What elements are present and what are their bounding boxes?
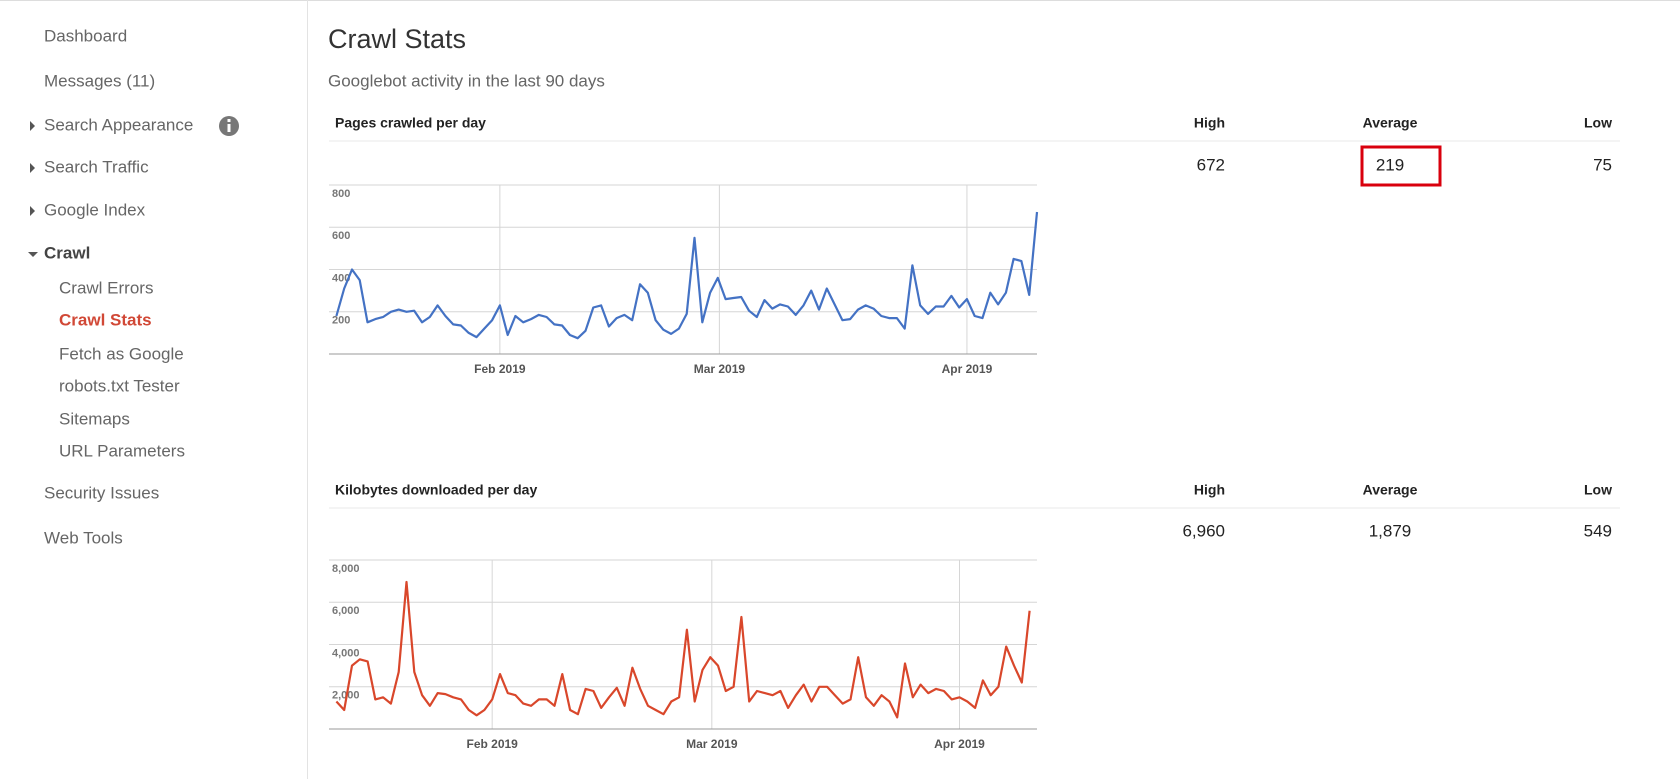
stat-value: 672: [1197, 155, 1225, 174]
nav-item[interactable]: Security Issues: [44, 483, 159, 502]
page-title: Crawl Stats: [328, 24, 466, 54]
page-subtitle: Googlebot activity in the last 90 days: [328, 71, 605, 90]
x-tick-label: Mar 2019: [686, 737, 738, 751]
nav-item[interactable]: Search Appearance: [44, 115, 193, 134]
nav-subitem[interactable]: robots.txt Tester: [59, 376, 180, 395]
y-tick-label: 4,000: [332, 647, 360, 659]
nav-item[interactable]: Messages (11): [44, 71, 155, 90]
data-line: [335, 211, 1039, 340]
stat-value: 549: [1584, 521, 1612, 540]
y-tick-label: 6,000: [332, 605, 360, 617]
y-tick-label: 800: [332, 188, 350, 200]
nav-item[interactable]: Dashboard: [44, 26, 127, 45]
stat-label: Low: [1584, 115, 1612, 131]
data-line: [335, 580, 1031, 719]
expand-arrow[interactable]: [30, 121, 35, 131]
stat-label: Average: [1363, 115, 1418, 131]
expand-arrow[interactable]: [30, 163, 35, 173]
info-icon-stem: [227, 124, 231, 132]
section-title: Pages crawled per day: [335, 115, 486, 131]
stat-value: 6,960: [1182, 521, 1225, 540]
nav-subitem-active[interactable]: Crawl Stats: [59, 310, 152, 329]
info-icon-dot: [227, 119, 231, 122]
sidebar: Dashboard Messages (11) Search Appearanc…: [28, 26, 239, 547]
x-tick-label: Mar 2019: [694, 362, 746, 376]
stat-label: High: [1194, 115, 1225, 131]
nav-item[interactable]: Crawl: [44, 243, 90, 262]
nav-subitem[interactable]: URL Parameters: [59, 441, 185, 460]
y-tick-label: 600: [332, 230, 350, 242]
stat-label: Low: [1584, 482, 1612, 498]
stat-value: 219: [1376, 155, 1404, 174]
x-tick-label: Feb 2019: [466, 737, 518, 751]
section-title: Kilobytes downloaded per day: [335, 482, 537, 498]
stat-label: Average: [1363, 482, 1418, 498]
y-tick-label: 200: [332, 315, 350, 327]
expand-arrow[interactable]: [30, 206, 35, 216]
stat-value: 1,879: [1369, 521, 1412, 540]
nav-item[interactable]: Search Traffic: [44, 157, 149, 176]
collapse-arrow[interactable]: [28, 252, 38, 257]
nav-subitem[interactable]: Crawl Errors: [59, 278, 153, 297]
nav-item[interactable]: Web Tools: [44, 528, 123, 547]
y-tick-label: 400: [332, 272, 350, 284]
stat-value: 75: [1593, 155, 1612, 174]
nav-subitem[interactable]: Sitemaps: [59, 409, 130, 428]
nav-item[interactable]: Google Index: [44, 200, 146, 219]
x-tick-label: Apr 2019: [942, 362, 993, 376]
highlight-box: [1360, 145, 1442, 187]
stat-label: High: [1194, 482, 1225, 498]
nav-subitem[interactable]: Fetch as Google: [59, 344, 184, 363]
x-tick-label: Feb 2019: [474, 362, 526, 376]
x-tick-label: Apr 2019: [934, 737, 985, 751]
y-tick-label: 8,000: [332, 563, 360, 575]
